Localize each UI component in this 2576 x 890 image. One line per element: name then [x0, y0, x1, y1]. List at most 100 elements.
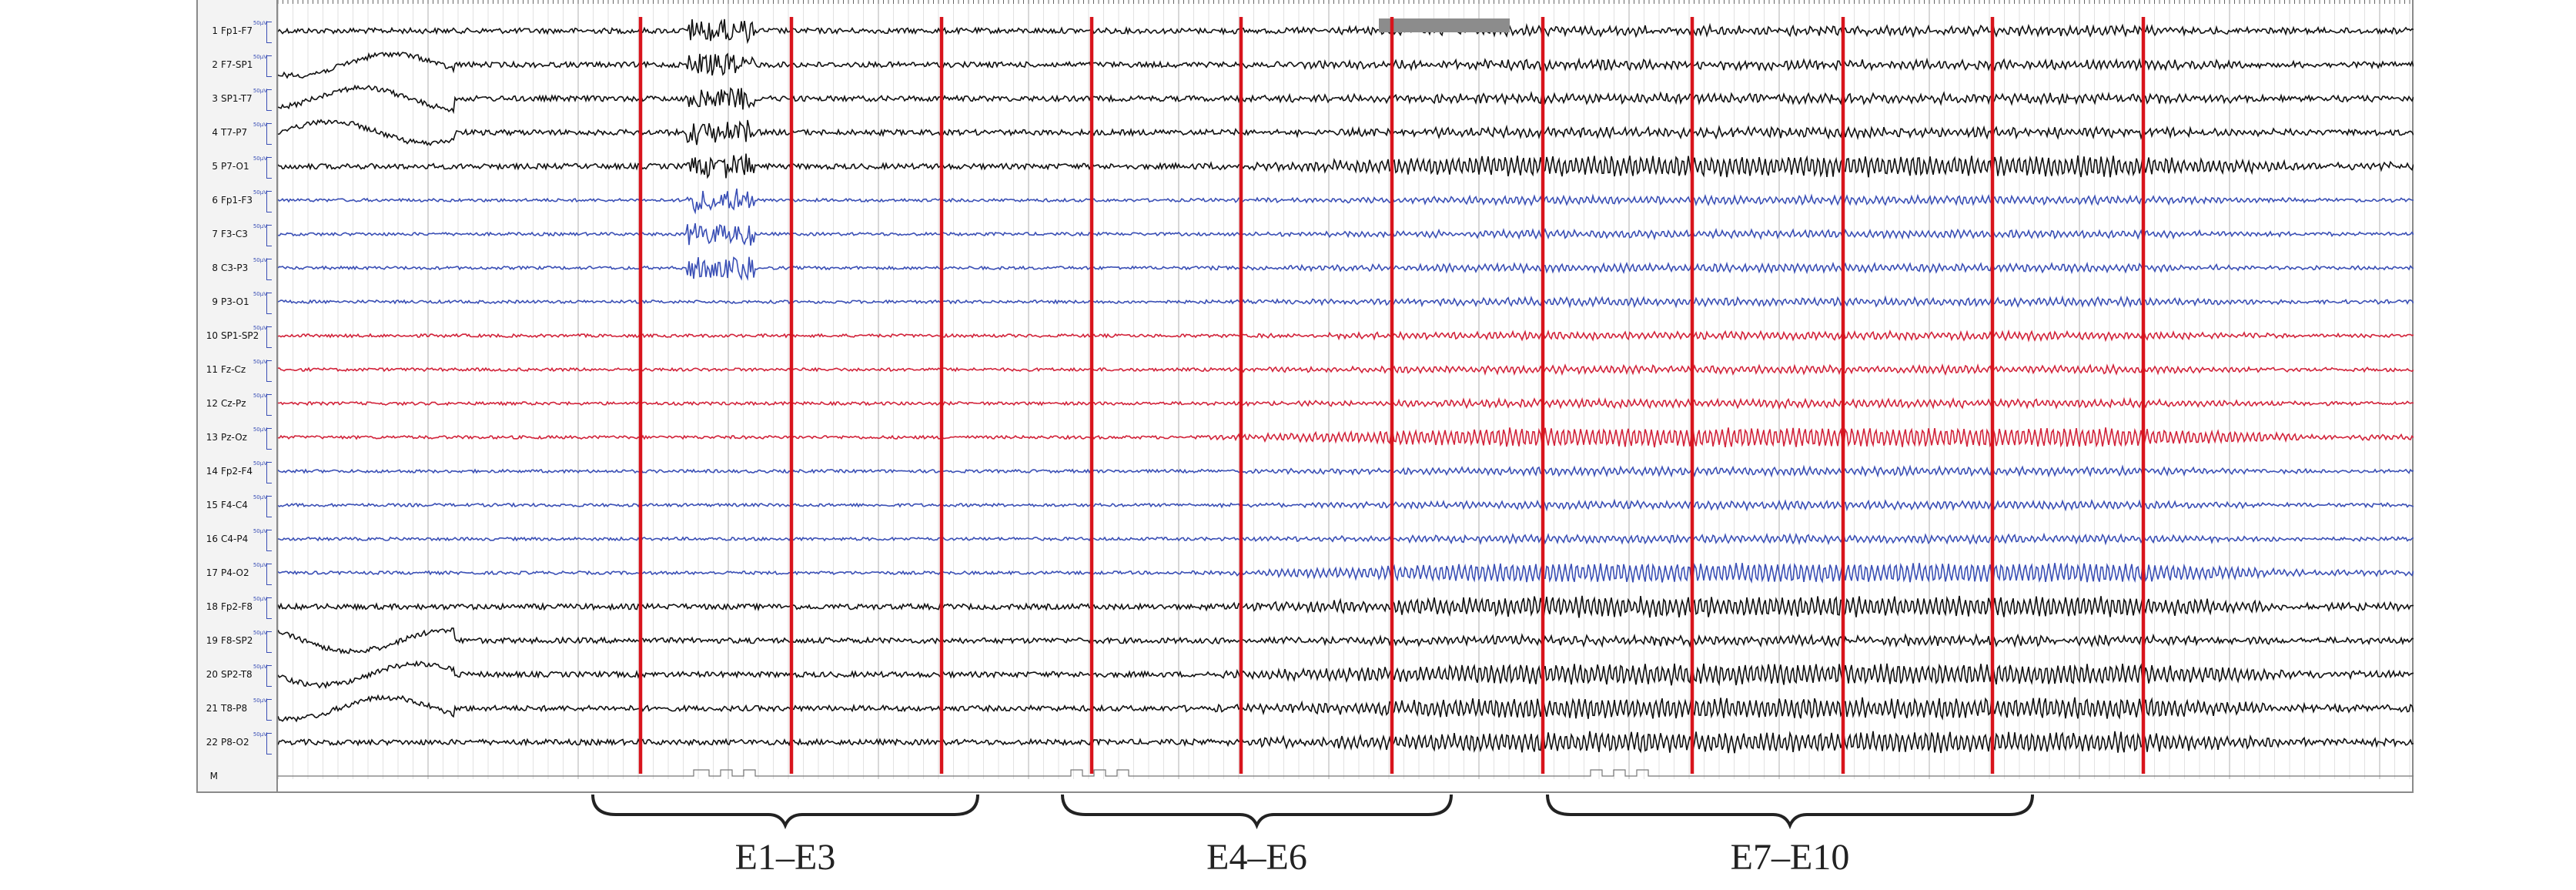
- channel-number: 4: [212, 127, 218, 138]
- channel-number: 13: [206, 432, 218, 443]
- eeg-trace-ch9: [278, 295, 2414, 309]
- channel-label-3[interactable]: 3 SP1-T7: [201, 91, 276, 106]
- eeg-trace-ch2: [278, 51, 2414, 79]
- channel-scale-label: 50µV: [253, 562, 267, 568]
- channel-number: 20: [206, 669, 218, 680]
- channel-label-7[interactable]: 7 F3-C3: [201, 226, 276, 242]
- channel-scale-label: 50µV: [253, 460, 267, 467]
- channel-scale-label: 50µV: [253, 189, 267, 196]
- channel-number: 9: [212, 296, 218, 307]
- channel-label-15[interactable]: 15 F4-C4: [201, 497, 276, 513]
- channel-label-21[interactable]: 21 T8-P8: [201, 701, 276, 716]
- channel-scale-label: 50µV: [253, 494, 267, 500]
- channel-label-1[interactable]: 1 Fp1-F7: [201, 23, 276, 38]
- channel-scale-label: 50µV: [253, 325, 267, 331]
- channel-scale-label: 50µV: [253, 122, 267, 128]
- channel-montage-label: Fp1-F7: [221, 25, 253, 36]
- channel-montage-label: C3-P3: [221, 263, 249, 273]
- channel-label-14[interactable]: 14 Fp2-F4: [201, 463, 276, 479]
- channel-number: 11: [206, 364, 218, 375]
- channel-number: M: [209, 771, 218, 781]
- amplitude-scale-bracket: [266, 123, 272, 145]
- channel-scale-label: 50µV: [253, 528, 267, 534]
- channel-montage-label: F3-C3: [221, 229, 248, 239]
- channel-label-12[interactable]: 12 Cz-Pz: [201, 396, 276, 411]
- channel-number: 19: [206, 635, 218, 646]
- eeg-trace-ch21: [278, 694, 2414, 723]
- channel-montage-label: SP1-T7: [221, 93, 253, 104]
- eeg-trace-ch18: [278, 595, 2414, 618]
- channel-montage-label: F7-SP1: [221, 59, 253, 70]
- channel-scale-label: 50µV: [253, 596, 267, 602]
- epoch-group-label-e1-e3: E1–E3: [734, 837, 836, 878]
- epoch-group-label-e7-e10: E7–E10: [1730, 837, 1850, 878]
- channel-label-19[interactable]: 19 F8-SP2: [201, 633, 276, 648]
- eeg-trace-ch15: [278, 498, 2414, 512]
- channel-label-4[interactable]: 4 T7-P7: [201, 125, 276, 140]
- channel-label-17[interactable]: 17 P4-O2: [201, 565, 276, 581]
- amplitude-scale-bracket: [266, 631, 272, 653]
- channel-label-13[interactable]: 13 Pz-Oz: [201, 430, 276, 445]
- eeg-trace-ch1: [278, 18, 2414, 45]
- channel-label-5[interactable]: 5 P7-O1: [201, 159, 276, 174]
- channel-label-20[interactable]: 20 SP2-T8: [201, 667, 276, 682]
- amplitude-scale-bracket: [266, 326, 272, 348]
- eeg-trace-ch13: [278, 427, 2414, 448]
- channel-label-8[interactable]: 8 C3-P3: [201, 260, 276, 276]
- eeg-trace-ch20: [278, 660, 2414, 689]
- eeg-trace-ch14: [278, 464, 2414, 478]
- eeg-trace-area[interactable]: [278, 0, 2414, 793]
- channel-montage-label: Pz-Oz: [221, 432, 247, 443]
- channel-label-11[interactable]: 11 Fz-Cz: [201, 362, 276, 377]
- eeg-trace-ch12: [278, 396, 2414, 410]
- channel-scale-label: 50µV: [253, 20, 267, 26]
- eeg-trace-ch6: [278, 188, 2414, 215]
- amplitude-scale-bracket: [266, 360, 272, 382]
- channel-label-22[interactable]: 22 P8-O2: [201, 734, 276, 750]
- channel-montage-label: T8-P8: [221, 703, 248, 714]
- channel-montage-label: P4-O2: [221, 567, 249, 578]
- channel-label-2[interactable]: 2 F7-SP1: [201, 57, 276, 72]
- channel-montage-label: P3-O1: [221, 296, 249, 307]
- channel-number: 22: [206, 737, 218, 748]
- channel-label-18[interactable]: 18 Fp2-F8: [201, 599, 276, 614]
- channel-label-marker[interactable]: M: [201, 768, 276, 784]
- channel-label-9[interactable]: 9 P3-O1: [201, 294, 276, 309]
- channel-montage-label: Cz-Pz: [221, 398, 246, 409]
- channel-scale-label: 50µV: [253, 630, 267, 636]
- marker-channel-trace: [278, 769, 2414, 777]
- channel-montage-label: Fp2-F4: [221, 466, 253, 477]
- channel-montage-label: C4-P4: [221, 534, 249, 544]
- amplitude-scale-bracket: [266, 665, 272, 687]
- channel-label-panel: 1 Fp1-F7 50µV 2 F7-SP1 50µV 3 SP1-T7 50µV 4 T7-P7 5…: [198, 0, 278, 791]
- eeg-trace-ch3: [278, 84, 2414, 115]
- channel-number: 14: [206, 466, 218, 477]
- channel-label-6[interactable]: 6 Fp1-F3: [201, 192, 276, 208]
- channel-number: 17: [206, 567, 218, 578]
- channel-number: 1: [212, 25, 218, 36]
- eeg-trace-ch19: [278, 627, 2414, 654]
- amplitude-scale-bracket: [266, 496, 272, 517]
- channel-montage-label: T7-P7: [221, 127, 248, 138]
- eeg-trace-ch4: [278, 119, 2414, 146]
- epoch-group-brace-1: [591, 794, 979, 830]
- amplitude-scale-bracket: [266, 55, 272, 77]
- eeg-trace-canvas[interactable]: [278, 0, 2414, 793]
- channel-scale-label: 50µV: [253, 664, 267, 670]
- channel-label-16[interactable]: 16 C4-P4: [201, 531, 276, 547]
- channel-number: 10: [206, 330, 218, 341]
- channel-scale-label: 50µV: [253, 156, 267, 162]
- channel-montage-label: P7-O1: [221, 161, 249, 172]
- epoch-group-label-e4-e6: E4–E6: [1206, 837, 1307, 878]
- eeg-trace-ch16: [278, 532, 2414, 546]
- channel-number: 15: [206, 500, 218, 510]
- amplitude-scale-bracket: [266, 699, 272, 721]
- amplitude-scale-bracket: [266, 733, 272, 754]
- channel-scale-label: 50µV: [253, 223, 267, 229]
- channel-label-10[interactable]: 10 SP1-SP2: [201, 328, 276, 343]
- channel-number: 7: [212, 229, 218, 239]
- eeg-trace-ch17: [278, 562, 2414, 584]
- channel-scale-label: 50µV: [253, 359, 267, 365]
- eeg-trace-ch7: [278, 222, 2414, 246]
